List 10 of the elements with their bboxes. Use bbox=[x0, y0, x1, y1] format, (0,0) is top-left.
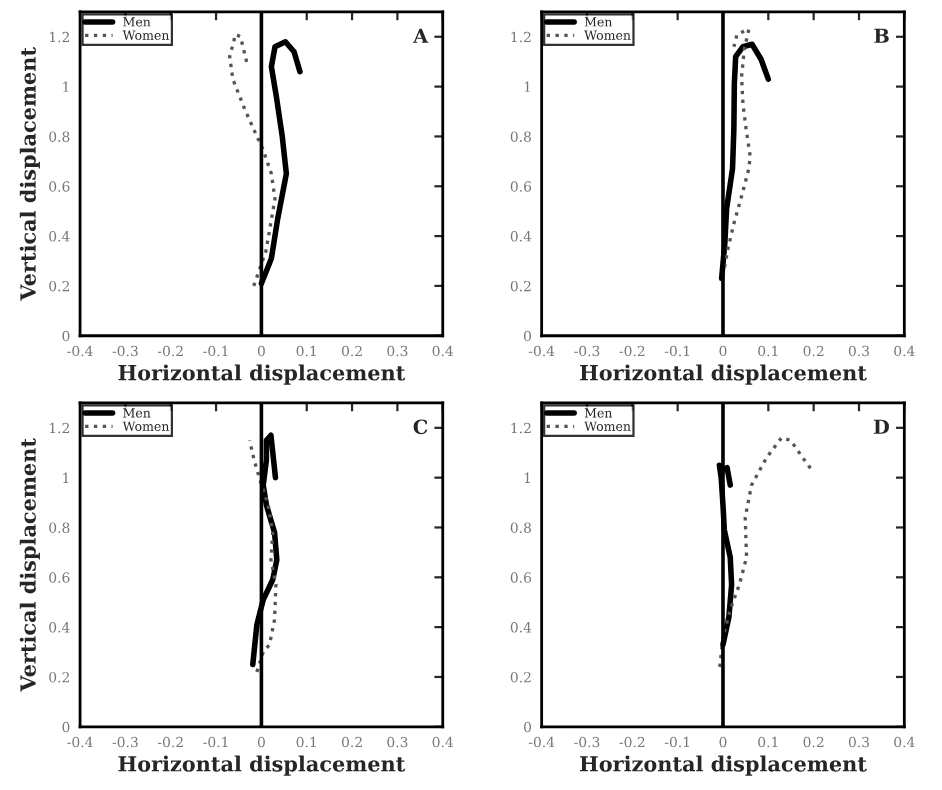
annotation: B bbox=[874, 28, 889, 43]
x-axis-title: Horizontal displacement bbox=[580, 755, 867, 776]
x-axis-title: Horizontal displacement bbox=[580, 364, 867, 385]
x-axis-title: Horizontal displacement bbox=[118, 755, 406, 776]
x-axis-title: Horizontal displacement bbox=[118, 364, 406, 385]
annotation: A bbox=[412, 28, 429, 43]
annotation: C bbox=[413, 419, 428, 435]
y-axis-title: Vertical displacement bbox=[19, 438, 40, 692]
y-axis-title: Vertical displacement bbox=[19, 47, 40, 301]
annotation: D bbox=[873, 419, 889, 434]
